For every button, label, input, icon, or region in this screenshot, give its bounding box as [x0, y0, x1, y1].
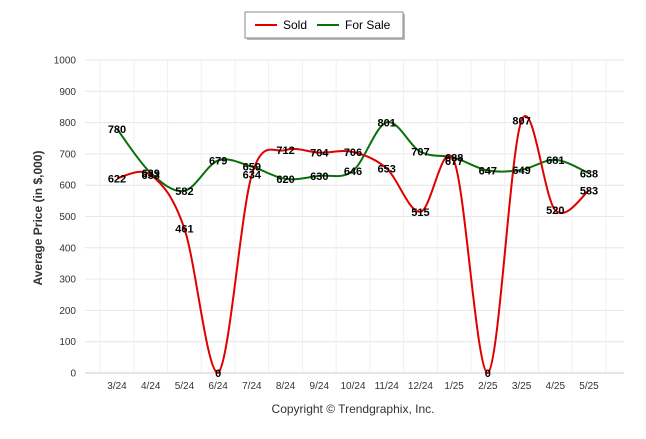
y-tick-label: 600	[59, 181, 76, 192]
x-tick-label: 8/24	[276, 381, 296, 392]
y-tick-label: 100	[59, 337, 76, 348]
data-label-for-sale: 688	[445, 153, 463, 165]
data-label-sold: 677	[445, 156, 463, 168]
data-labels: 622 633 461 0 634 712 704 706 653 515 677 0 807 520 58…	[108, 115, 598, 380]
data-label-for-sale: 679	[209, 155, 227, 167]
data-label-for-sale: 707	[411, 147, 429, 159]
series-line-sold	[116, 115, 590, 375]
data-label-for-sale: 659	[243, 162, 261, 174]
series-line-for-sale	[116, 121, 590, 193]
x-tick-label: 4/25	[546, 381, 566, 392]
y-tick-label: 500	[59, 212, 76, 223]
x-tick-label: 3/24	[107, 381, 127, 392]
x-tick-label: 2/25	[478, 381, 498, 392]
y-tick-label: 0	[70, 369, 76, 380]
x-tick-label: 3/25	[512, 381, 532, 392]
x-tick-label: 9/24	[310, 381, 330, 392]
x-tick-label: 11/24	[375, 381, 400, 392]
y-tick-label: 400	[59, 243, 76, 254]
x-tick-label: 5/24	[175, 381, 195, 392]
x-tick-label: 1/25	[444, 381, 464, 392]
y-tick-label: 700	[59, 149, 76, 160]
x-tick-label: 5/25	[579, 381, 599, 392]
y-axis-label: Average Price (in $,000)	[31, 151, 45, 286]
data-label-sold: 583	[580, 186, 598, 198]
data-label-sold: 461	[175, 224, 193, 236]
legend-label-for-sale: For Sale	[345, 18, 391, 32]
y-tick-label: 300	[59, 275, 76, 286]
x-tick-label: 6/24	[208, 381, 228, 392]
grid	[85, 59, 624, 374]
data-label-sold: 515	[411, 207, 429, 219]
data-label-sold: 706	[344, 147, 362, 159]
x-tick-label: 10/24	[340, 381, 365, 392]
data-label-for-sale: 646	[344, 166, 362, 178]
data-label-sold: 807	[512, 115, 530, 127]
copyright-text: Copyright © Trendgraphix, Inc.	[272, 402, 435, 416]
data-label-sold: 520	[546, 205, 564, 217]
x-tick-label: 7/24	[242, 381, 262, 392]
y-tick-label: 900	[59, 87, 76, 98]
data-label-for-sale: 649	[512, 165, 530, 177]
data-label-for-sale: 639	[142, 168, 160, 180]
data-label-for-sale: 780	[108, 124, 126, 136]
data-label-sold: 634	[243, 170, 262, 182]
data-label-sold: 0	[485, 368, 491, 380]
data-label-for-sale: 620	[276, 174, 294, 186]
data-label-sold: 622	[108, 173, 126, 185]
x-tick-label: 12/24	[408, 381, 433, 392]
data-label-for-sale: 582	[175, 186, 193, 198]
x-tick-label: 4/24	[141, 381, 161, 392]
legend: Sold For Sale	[244, 11, 405, 40]
data-label-for-sale: 647	[479, 165, 497, 177]
data-label-sold: 633	[142, 170, 160, 182]
data-label-sold: 704	[310, 148, 329, 160]
y-tick-label: 800	[59, 118, 76, 129]
legend-label-sold: Sold	[283, 18, 307, 32]
data-label-sold: 0	[215, 368, 221, 380]
axes: 0 100 200 300 400 500 600 700 800 900 1000 3/24 4/24…	[54, 56, 624, 392]
data-label-sold: 653	[378, 164, 396, 176]
series-lines	[116, 115, 590, 375]
y-tick-label: 200	[59, 306, 76, 317]
data-label-sold: 712	[276, 145, 294, 157]
data-label-for-sale: 801	[378, 117, 396, 129]
data-label-for-sale: 630	[310, 171, 328, 183]
data-label-for-sale: 681	[546, 155, 564, 167]
data-label-for-sale: 638	[580, 168, 598, 180]
y-tick-label: 1000	[54, 56, 77, 67]
